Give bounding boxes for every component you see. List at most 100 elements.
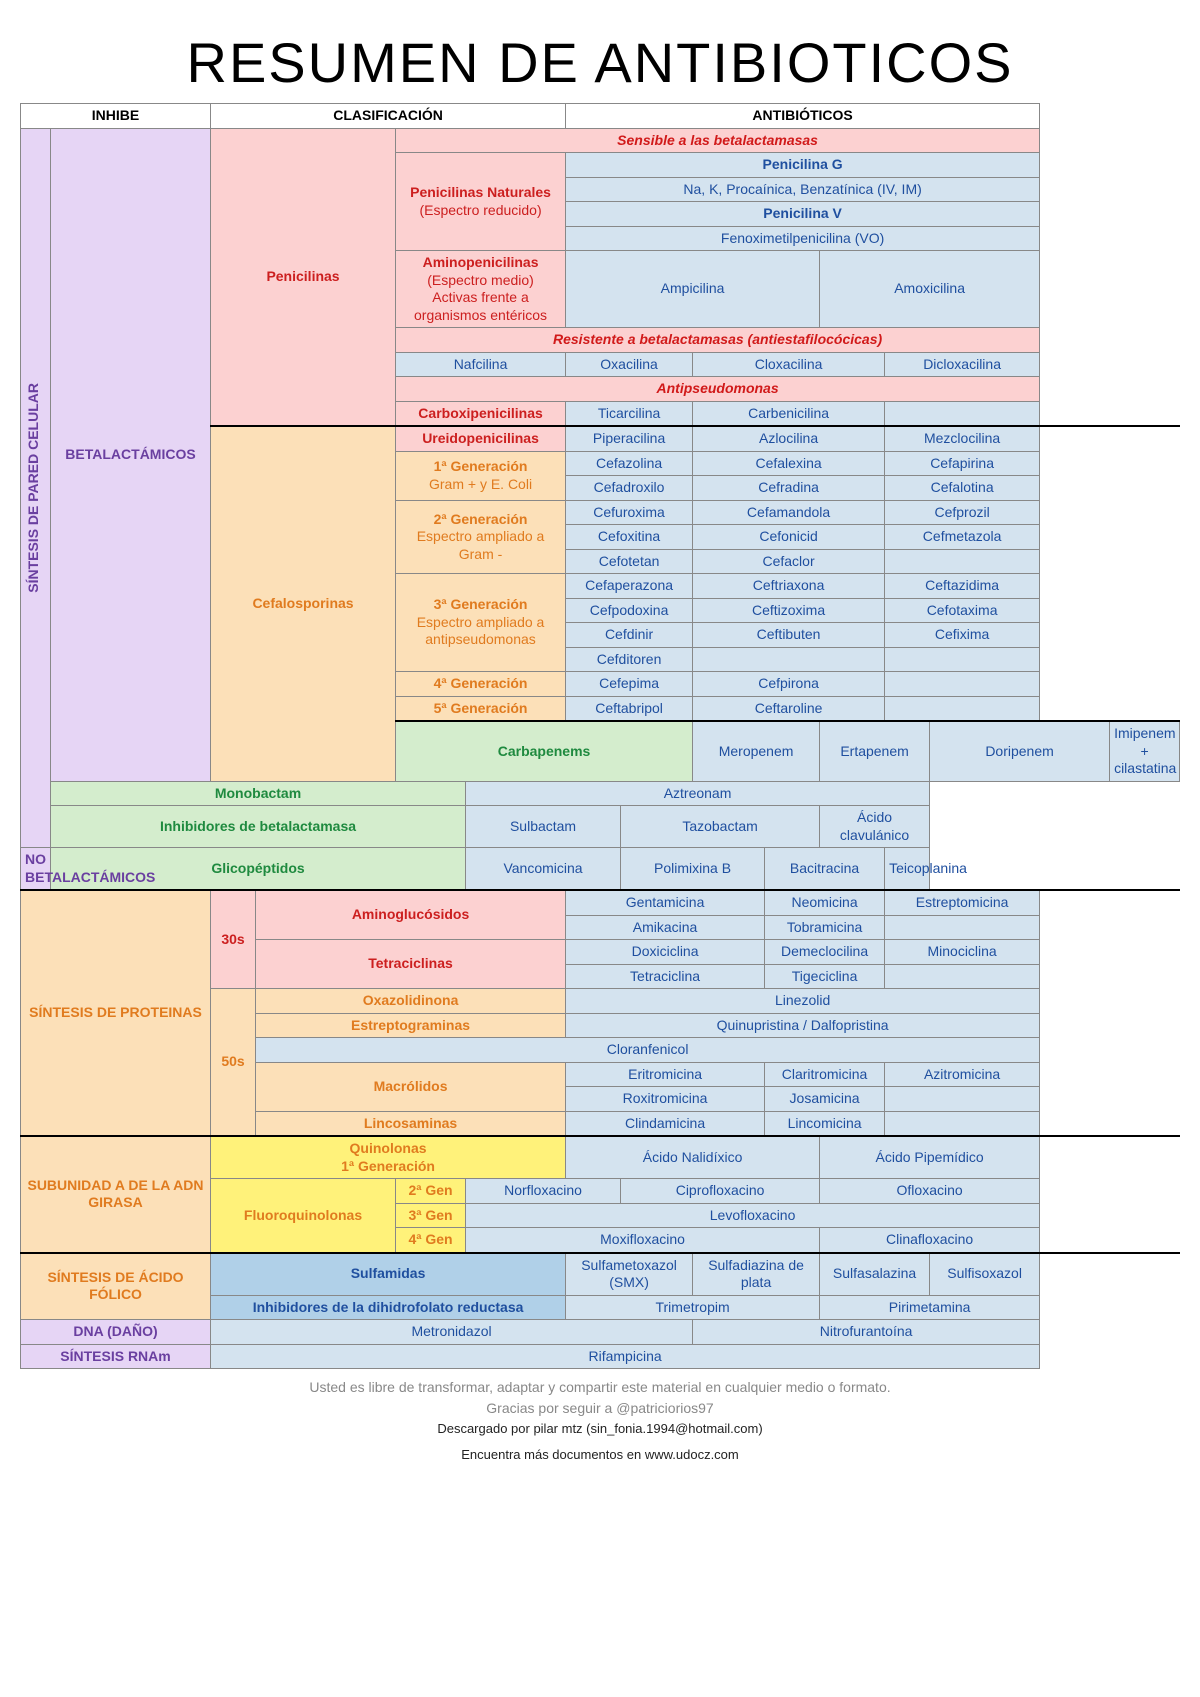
drug-cell: Vancomicina <box>466 848 621 891</box>
drug-cell: Ceftazidima <box>885 574 1040 599</box>
drug-cell: Oxacilina <box>566 352 693 377</box>
drug-cell: Ceftizoxima <box>693 598 885 623</box>
drug-cell: Cefalotina <box>885 476 1040 501</box>
drug-cell: Ceftibuten <box>693 623 885 648</box>
drug-cell: Cefradina <box>693 476 885 501</box>
drug-cell: Penicilina G <box>566 153 1040 178</box>
drug-cell: Ceftaroline <box>693 696 885 721</box>
drug-cell: Nafcilina <box>396 352 566 377</box>
drug-cell: Tetraciclina <box>566 964 765 989</box>
aminopenicilinas: Aminopenicilinas(Espectro medio)Activas … <box>396 251 566 328</box>
footer: Usted es libre de transformar, adaptar y… <box>20 1377 1180 1464</box>
drug-cell: Clindamicina <box>566 1111 765 1136</box>
drug-cell: Mezclocilina <box>885 426 1040 451</box>
drug-cell: Cefalexina <box>693 451 885 476</box>
drug-cell: Polimixina B <box>621 848 765 891</box>
drug-cell: Moxifloxacino <box>466 1228 820 1253</box>
adn-girasa: SUBUNIDAD A DE LA ADN GIRASA <box>21 1136 211 1253</box>
drug-cell: Imipenem + cilastatina <box>1110 721 1180 781</box>
drug-cell: Quinupristina / Dalfopristina <box>566 1013 1040 1038</box>
drug-cell: Claritromicina <box>765 1062 885 1087</box>
s30: 30s <box>211 890 256 989</box>
drug-cell: Ácido Pipemídico <box>820 1136 1040 1179</box>
drug-cell: Pirimetamina <box>820 1295 1040 1320</box>
drug-cell: Metronidazol <box>211 1320 693 1345</box>
penicilinas-naturales: Penicilinas Naturales(Espectro reducido) <box>396 153 566 251</box>
drug-cell: Cefotaxima <box>885 598 1040 623</box>
drug-cell: Cefmetazola <box>885 525 1040 550</box>
empty-cell <box>885 672 1040 697</box>
page-title: RESUMEN DE ANTIBIOTICOS <box>20 30 1180 95</box>
drug-cell: Piperacilina <box>566 426 693 451</box>
drug-cell: Tobramicina <box>765 915 885 940</box>
header-antibioticos: ANTIBIÓTICOS <box>566 104 1040 129</box>
drug-cell: Ciprofloxacino <box>621 1179 820 1204</box>
drug-cell: Cefdinir <box>566 623 693 648</box>
drug-cell: Norfloxacino <box>466 1179 621 1204</box>
drug-cell: Linezolid <box>566 989 1040 1014</box>
drug-cell: Aztreonam <box>466 781 930 806</box>
drug-cell: Fenoximetilpenicilina (VO) <box>566 226 1040 251</box>
gen2: 2ª GeneraciónEspectro ampliado aGram - <box>396 500 566 574</box>
header-inhibe: INHIBE <box>21 104 211 129</box>
drug-cell: Doxiciclina <box>566 940 765 965</box>
drug-cell: Ampicilina <box>566 251 820 328</box>
empty-cell <box>885 1111 1040 1136</box>
drug-cell: Ceftabripol <box>566 696 693 721</box>
drug-cell: Penicilina V <box>566 202 1040 227</box>
drug-cell: Tigeciclina <box>765 964 885 989</box>
drug-cell: Neomicina <box>765 890 885 915</box>
drug-cell: Trimetropim <box>566 1295 820 1320</box>
tetraciclinas: Tetraciclinas <box>256 940 566 989</box>
drug-cell: Sulbactam <box>466 806 621 848</box>
dna-dano: DNA (DAÑO) <box>21 1320 211 1345</box>
drug-cell: Ácido Nalidíxico <box>566 1136 820 1179</box>
drug-cell: Roxitromicina <box>566 1087 765 1112</box>
drug-cell: Sulfametoxazol (SMX) <box>566 1253 693 1296</box>
drug-cell: Lincomicina <box>765 1111 885 1136</box>
drug-cell: Cefpodoxina <box>566 598 693 623</box>
drug-cell: Clinafloxacino <box>820 1228 1040 1253</box>
gen1: 1ª GeneraciónGram + y E. Coli <box>396 451 566 500</box>
fq3: 3ª Gen <box>396 1203 466 1228</box>
drug-cell: Cloxacilina <box>693 352 885 377</box>
empty-cell <box>885 915 1040 940</box>
sintesis-pared-cell: SÍNTESIS DE PARED CELULAR <box>21 128 51 848</box>
antibiotics-table: INHIBE CLASIFICACIÓN ANTIBIÓTICOS SÍNTES… <box>20 103 1180 1369</box>
drug-cell: Ertapenem <box>820 721 930 781</box>
drug-cell: Josamicina <box>765 1087 885 1112</box>
drug-cell: Amoxicilina <box>820 251 1040 328</box>
acido-folico: SÍNTESIS DE ÁCIDO FÓLICO <box>21 1253 211 1320</box>
drug-cell: Ticarcilina <box>566 401 693 426</box>
fluoroquinolonas: Fluoroquinolonas <box>211 1179 396 1253</box>
drug-cell: Cefapirina <box>885 451 1040 476</box>
drug-cell: Cefamandola <box>693 500 885 525</box>
drug-cell: Cloranfenicol <box>256 1038 1040 1063</box>
s50: 50s <box>211 989 256 1137</box>
footer-more: Encuentra más documentos en www.udocz.co… <box>20 1445 1180 1465</box>
drug-cell: Azitromicina <box>885 1062 1040 1087</box>
sintesis-proteinas: SÍNTESIS DE PROTEINAS <box>21 890 211 1136</box>
drug-cell: Minociclina <box>885 940 1040 965</box>
drug-cell: Dicloxacilina <box>885 352 1040 377</box>
drug-cell: Teicoplanina <box>885 848 930 891</box>
drug-cell: Sulfisoxazol <box>930 1253 1040 1296</box>
drug-cell: Cefazolina <box>566 451 693 476</box>
drug-cell: Meropenem <box>693 721 820 781</box>
ureidopenicilinas: Ureidopenicilinas <box>396 426 566 451</box>
drug-cell: Amikacina <box>566 915 765 940</box>
drug-cell: Cefixima <box>885 623 1040 648</box>
macrolidos: Macrólidos <box>256 1062 566 1111</box>
betalactamicos-cell: BETALACTÁMICOS <box>51 128 211 781</box>
drug-cell: Cefuroxima <box>566 500 693 525</box>
sulfamidas: Sulfamidas <box>211 1253 566 1296</box>
oxazolidinona: Oxazolidinona <box>256 989 566 1014</box>
drug-cell: Ácido clavulánico <box>820 806 930 848</box>
cefalosporinas-cell: Cefalosporinas <box>211 426 396 781</box>
drug-cell: Cefpirona <box>693 672 885 697</box>
drug-cell: Sulfasalazina <box>820 1253 930 1296</box>
drug-cell: Ofloxacino <box>820 1179 1040 1204</box>
gen5: 5ª Generación <box>396 696 566 721</box>
antipseudomonas-header: Antipseudomonas <box>396 377 1040 402</box>
carboxipenicilinas: Carboxipenicilinas <box>396 401 566 426</box>
